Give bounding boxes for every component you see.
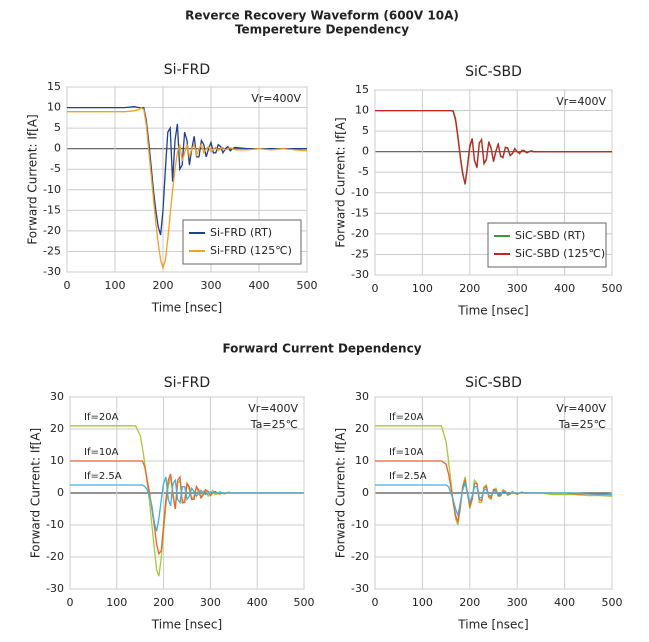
y-tick-label: 0: [362, 145, 369, 158]
x-tick-label: 100: [106, 596, 127, 609]
heading: Forward Current Dependency: [222, 342, 421, 356]
y-tick-label: 5: [362, 124, 369, 137]
y-tick-label: -5: [50, 162, 61, 175]
y-tick-label: -20: [351, 227, 369, 240]
x-tick-label: 500: [602, 596, 623, 609]
x-tick-label: 300: [201, 279, 222, 292]
x-tick-label: 100: [412, 596, 433, 609]
y-tick-label: -20: [351, 550, 369, 563]
y-tick-label: 10: [355, 104, 369, 117]
x-tick-label: 300: [507, 596, 528, 609]
x-tick-label: 100: [105, 279, 126, 292]
y-tick-label: -30: [46, 582, 64, 595]
x-tick-label: 200: [459, 282, 480, 295]
x-tick-label: 200: [153, 279, 174, 292]
y-tick-label: -15: [351, 206, 369, 219]
y-tick-label: -30: [43, 265, 61, 278]
y-tick-label: -10: [46, 518, 64, 531]
y-tick-label: -15: [43, 203, 61, 216]
x-tick-label: 400: [554, 282, 575, 295]
x-tick-label: 400: [247, 596, 268, 609]
y-tick-label: 15: [355, 83, 369, 96]
y-tick-label: 0: [57, 486, 64, 499]
x-tick-label: 300: [200, 596, 221, 609]
x-tick-label: 0: [372, 282, 379, 295]
x-axis-label: Time [nsec]: [457, 618, 528, 632]
y-tick-label: 20: [50, 422, 64, 435]
series-line: [70, 476, 304, 532]
x-axis-label: Time [nsec]: [151, 301, 222, 315]
x-tick-label: 300: [507, 282, 528, 295]
x-tick-label: 0: [67, 596, 74, 609]
annotation: Vr=400V: [251, 92, 301, 105]
chart-title: SiC-SBD: [465, 64, 522, 80]
x-axis-label: Time [nsec]: [151, 618, 222, 632]
heading: Reverce Recovery Waveform (600V 10A): [185, 9, 459, 23]
x-tick-label: 400: [554, 596, 575, 609]
y-axis-label: Forward Current: If[A]: [29, 428, 43, 558]
series-label: If=20A: [389, 412, 424, 423]
legend-box: [182, 219, 302, 265]
series-label: If=10A: [389, 447, 424, 458]
y-tick-label: -25: [351, 247, 369, 260]
x-tick-label: 0: [372, 596, 379, 609]
y-tick-label: 0: [54, 142, 61, 155]
series-line: [375, 481, 613, 518]
y-tick-label: -30: [351, 582, 369, 595]
y-tick-label: 20: [355, 422, 369, 435]
y-tick-label: 0: [362, 486, 369, 499]
y-tick-label: -5: [358, 165, 369, 178]
y-tick-label: 5: [54, 121, 61, 134]
heading: Tempereture Dependency: [235, 23, 409, 37]
y-tick-label: 10: [355, 454, 369, 467]
y-tick-label: -20: [46, 550, 64, 563]
y-axis-label: Forward Current: If[A]: [334, 428, 348, 558]
legend-label: SiC-SBD (RT): [515, 229, 585, 242]
x-tick-label: 500: [602, 282, 623, 295]
y-tick-label: 10: [50, 454, 64, 467]
y-tick-label: -20: [43, 224, 61, 237]
x-tick-label: 100: [412, 282, 433, 295]
annotation: Vr=400V: [556, 95, 606, 108]
series-label: If=20A: [84, 412, 119, 423]
annotation: Ta=25℃: [250, 418, 298, 431]
x-tick-label: 200: [153, 596, 174, 609]
series-label: If=10A: [84, 447, 119, 458]
y-axis-label: Forward Current: If[A]: [334, 117, 348, 247]
y-tick-label: -10: [351, 186, 369, 199]
y-tick-label: 10: [47, 101, 61, 114]
chart-title: Si-FRD: [164, 62, 210, 78]
y-tick-label: -10: [43, 183, 61, 196]
x-tick-label: 200: [459, 596, 480, 609]
annotation: Vr=400V: [556, 402, 606, 415]
legend-label: SiC-SBD (125℃): [515, 247, 605, 260]
series-line: [67, 106, 308, 271]
legend-label: Si-FRD (RT): [210, 226, 272, 239]
series-line: [375, 109, 612, 184]
y-axis-label: Forward Current: If[A]: [26, 114, 40, 244]
annotation: Ta=25℃: [558, 418, 606, 431]
series-label: If=2.5A: [84, 471, 122, 482]
x-tick-label: 500: [297, 279, 318, 292]
annotation: Vr=400V: [248, 402, 298, 415]
chart-title: SiC-SBD: [465, 375, 522, 391]
y-tick-label: 30: [50, 390, 64, 403]
y-tick-label: 30: [355, 390, 369, 403]
x-tick-label: 0: [64, 279, 71, 292]
x-tick-label: 400: [249, 279, 270, 292]
x-tick-label: 500: [294, 596, 315, 609]
y-tick-label: -30: [351, 268, 369, 281]
x-axis-label: Time [nsec]: [457, 304, 528, 318]
legend-box: [487, 222, 607, 268]
series-label: If=2.5A: [389, 471, 427, 482]
y-tick-label: 15: [47, 80, 61, 93]
y-tick-label: -25: [43, 244, 61, 257]
legend-label: Si-FRD (125℃): [210, 244, 292, 257]
chart-title: Si-FRD: [164, 375, 210, 391]
y-tick-label: -10: [351, 518, 369, 531]
